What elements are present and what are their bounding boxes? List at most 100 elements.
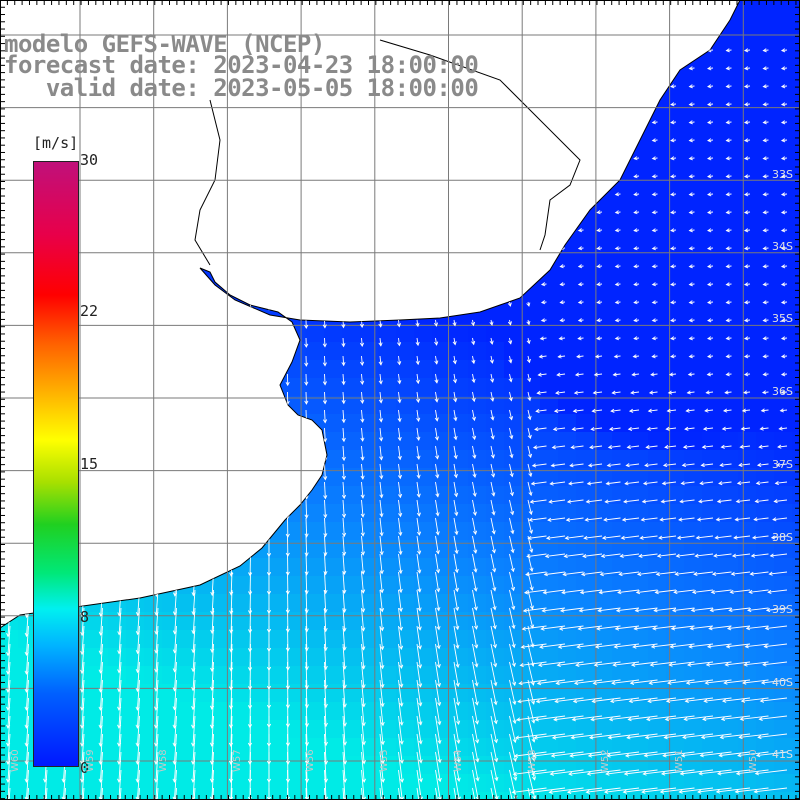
- wind-vector-head: [211, 212, 216, 217]
- wind-vector-head: [633, 336, 638, 341]
- wind-vector: [615, 67, 621, 70]
- wind-vector: [558, 643, 584, 648]
- wind-vector: [435, 715, 441, 744]
- wind-vector-head: [137, 213, 142, 218]
- wind-vector-head: [717, 771, 722, 776]
- wind-vector-head: [489, 212, 494, 217]
- wind-vector: [674, 589, 695, 593]
- wind-vector-head: [743, 282, 749, 287]
- wind-vector: [435, 265, 437, 271]
- wind-vector-head: [99, 517, 104, 523]
- wind-vector-head: [341, 176, 346, 181]
- wind-vector-head: [780, 84, 786, 89]
- lat-label: 39S: [772, 603, 793, 616]
- wind-vector-head: [739, 716, 744, 722]
- wind-vector-head: [583, 535, 588, 540]
- wind-vector-head: [685, 680, 691, 685]
- wind-vector-head: [738, 462, 743, 468]
- wind-vector-head: [341, 305, 346, 310]
- wind-vector: [643, 769, 677, 775]
- wind-vector-head: [455, 682, 460, 688]
- wind-vector-head: [537, 662, 543, 668]
- wind-vector: [173, 787, 177, 800]
- wind-vector-head: [210, 477, 215, 483]
- wind-vector: [379, 517, 383, 536]
- wind-vector-head: [452, 194, 457, 199]
- wind-vector-head: [433, 230, 438, 235]
- wind-vector-head: [713, 553, 718, 558]
- wind-vector-head: [416, 417, 421, 423]
- wind-vector-head: [6, 405, 12, 410]
- wind-vector-head: [599, 572, 604, 577]
- wind-vector-head: [529, 567, 534, 572]
- wind-vector-head: [762, 264, 767, 269]
- wind-vector-head: [725, 300, 730, 305]
- wind-vector-head: [341, 122, 346, 127]
- wind-vector: [588, 751, 621, 757]
- wind-vector: [81, 535, 85, 560]
- wind-vector-head: [743, 354, 749, 359]
- wind-vector: [324, 571, 327, 594]
- lat-label: 33S: [772, 168, 793, 181]
- wind-vector-head: [651, 102, 657, 107]
- wind-vector: [527, 409, 531, 420]
- wind-vector: [597, 67, 603, 70]
- wind-vector-head: [304, 533, 309, 538]
- wind-vector: [305, 625, 308, 651]
- wind-vector-head: [742, 680, 747, 685]
- wind-vector-head: [490, 435, 495, 440]
- wind-vector-head: [743, 264, 749, 269]
- wind-vector: [361, 607, 365, 631]
- wind-vector-head: [489, 302, 494, 307]
- wind-vector-head: [6, 443, 11, 448]
- wind-vector-head: [229, 306, 234, 312]
- wind-vector-head: [416, 531, 422, 536]
- wind-vector-head: [489, 68, 494, 73]
- wind-vector-head: [630, 390, 635, 395]
- wind-vector-head: [507, 176, 512, 181]
- wind-vector-head: [508, 340, 513, 345]
- wind-vector-head: [396, 140, 401, 145]
- wind-vector-head: [778, 426, 783, 431]
- wind-vector-head: [100, 195, 105, 200]
- wind-vector-head: [81, 290, 86, 295]
- wind-vector-head: [470, 266, 475, 271]
- wind-vector-head: [455, 606, 460, 612]
- wind-vector-head: [612, 372, 617, 377]
- wind-vector-head: [758, 716, 763, 721]
- wind-vector: [578, 85, 584, 88]
- wind-vector-head: [633, 174, 638, 179]
- wind-vector: [665, 715, 695, 720]
- wind-vector: [287, 787, 289, 800]
- wind-vector-head: [670, 84, 675, 89]
- wind-vector-head: [531, 757, 536, 762]
- wind-vector-head: [99, 422, 104, 428]
- wind-vector-head: [531, 776, 537, 781]
- wind-vector: [621, 535, 640, 539]
- wind-vector-head: [489, 140, 494, 145]
- wind-vector-head: [360, 456, 365, 461]
- wind-vector: [601, 553, 621, 557]
- wind-vector: [607, 463, 621, 467]
- wind-vector: [721, 445, 732, 448]
- wind-vector-head: [614, 228, 620, 233]
- wind-vector-head: [192, 176, 197, 181]
- wind-vector-head: [633, 626, 638, 631]
- wind-vector: [541, 139, 547, 142]
- wind-vector: [7, 571, 11, 599]
- wind-vector: [566, 517, 584, 521]
- wind-vector: [192, 769, 196, 800]
- wind-vector: [527, 139, 530, 145]
- wind-vector: [324, 733, 327, 765]
- wind-vector-head: [566, 789, 572, 794]
- wind-vector-head: [596, 228, 601, 233]
- wind-vector-head: [266, 458, 272, 463]
- wind-vector: [453, 373, 456, 383]
- wind-vector-head: [707, 156, 712, 161]
- wind-vector-head: [734, 789, 739, 794]
- wind-vector-head: [210, 458, 215, 464]
- wind-vector: [453, 733, 460, 763]
- wind-vector: [527, 229, 530, 235]
- wind-vector-head: [154, 459, 160, 465]
